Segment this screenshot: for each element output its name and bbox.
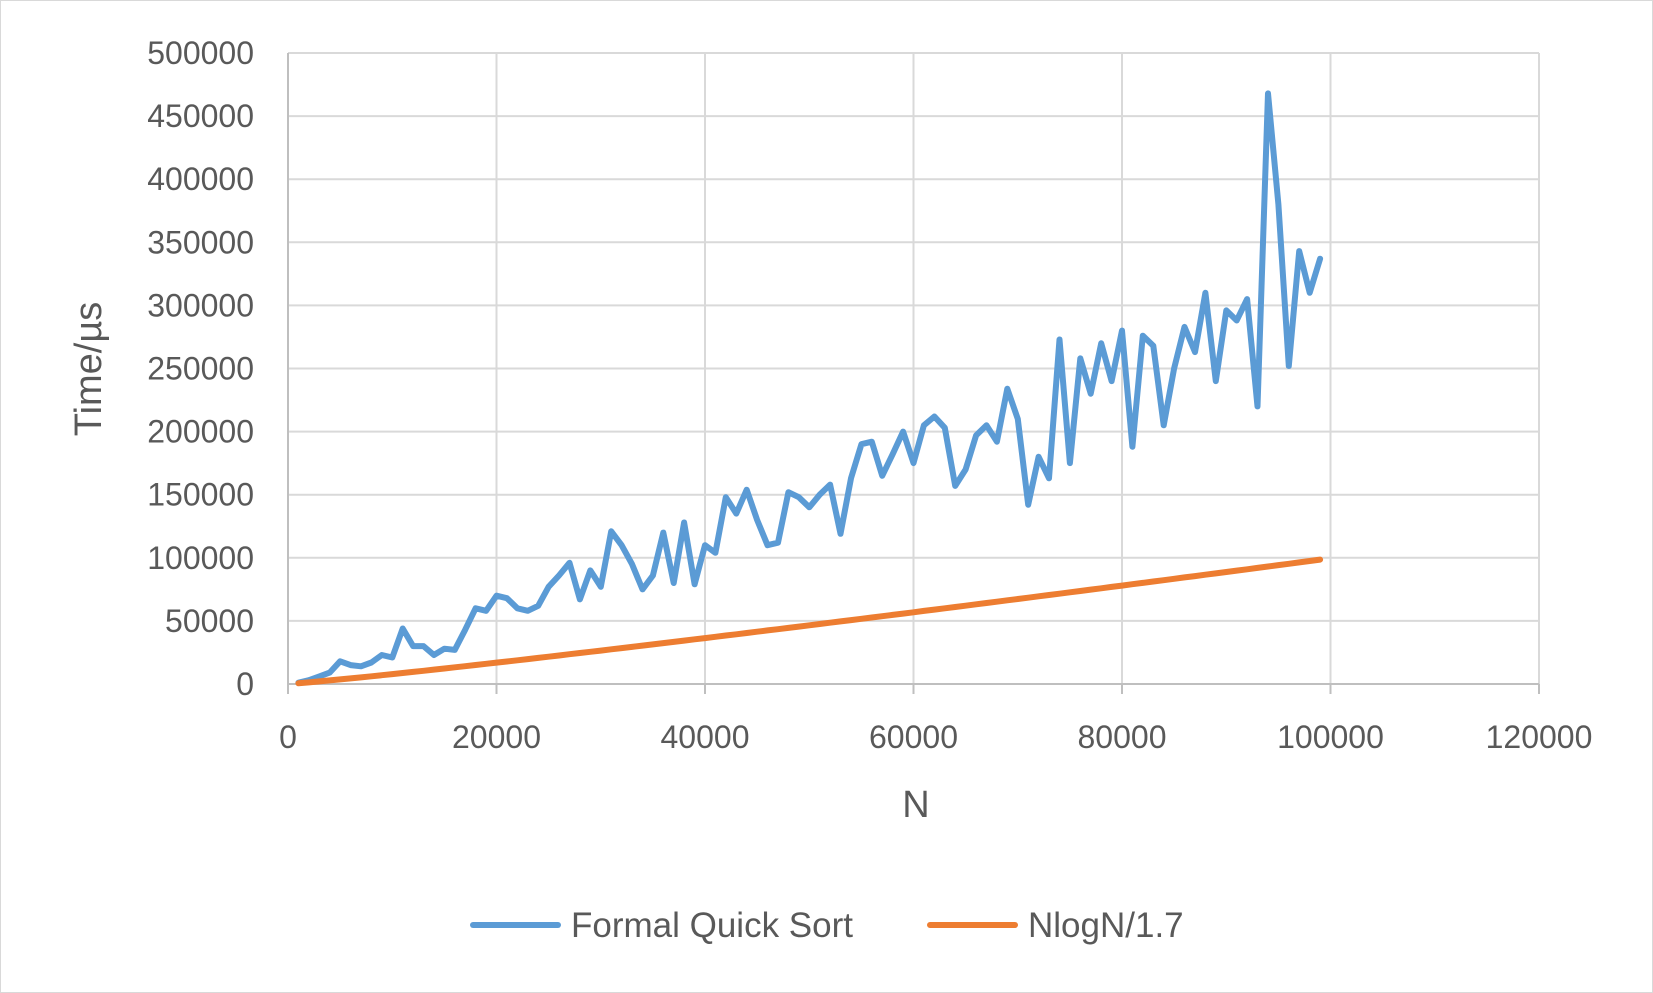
x-tick-label: 0	[279, 719, 297, 755]
x-tick-label: 20000	[452, 719, 541, 755]
series-lines	[295, 90, 1324, 687]
legend: Formal Quick Sort NlogN/1.7	[470, 906, 1184, 945]
y-tick-label: 100000	[147, 540, 254, 576]
y-tick-label: 0	[236, 666, 254, 702]
y-tick-label: 50000	[165, 603, 254, 639]
y-tick-label: 150000	[147, 477, 254, 513]
x-axis-title: N	[902, 784, 929, 826]
y-tick-label: 450000	[147, 98, 254, 134]
y-tick-label: 250000	[147, 351, 254, 387]
legend-label-1: NlogN/1.7	[1028, 906, 1184, 945]
series-line-1	[295, 556, 1324, 687]
axes	[287, 53, 1540, 694]
x-tick-label: 40000	[661, 719, 750, 755]
y-tick-label: 350000	[147, 224, 254, 260]
x-tick-label: 60000	[869, 719, 958, 755]
y-tick-label: 200000	[147, 414, 254, 450]
series-line-0	[295, 90, 1324, 686]
y-tick-label: 500000	[147, 35, 254, 71]
x-tick-label: 100000	[1277, 719, 1384, 755]
y-tick-labels: 0 50000 100000 150000 200000 250000 300000 3500…	[147, 35, 254, 702]
x-tick-labels: 0 20000 40000 60000 80000 100000 120000	[279, 719, 1592, 755]
x-tick-label: 80000	[1078, 719, 1167, 755]
y-tick-label: 300000	[147, 287, 254, 323]
x-tick-label: 120000	[1486, 719, 1593, 755]
y-tick-label: 400000	[147, 161, 254, 197]
y-axis-title: Time/µs	[68, 302, 110, 436]
gridlines	[288, 52, 1540, 684]
legend-label-0: Formal Quick Sort	[571, 906, 853, 945]
